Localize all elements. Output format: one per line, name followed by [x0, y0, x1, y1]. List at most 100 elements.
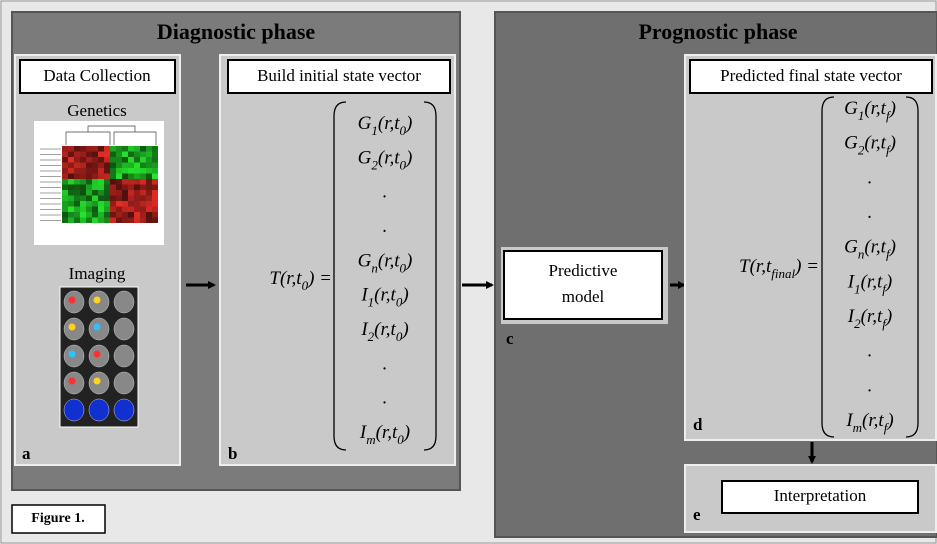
heatmap-cell — [152, 146, 158, 152]
heatmap-cell — [62, 157, 68, 163]
heatmap-cell — [62, 190, 68, 196]
heatmap-cell — [122, 146, 128, 152]
heatmap-cell — [116, 190, 122, 196]
heatmap-cell — [74, 207, 80, 213]
heatmap-cell — [62, 146, 68, 152]
heatmap-cell — [74, 218, 80, 224]
heatmap-cell — [140, 201, 146, 207]
heatmap-cell — [134, 157, 140, 163]
heatmap-cell — [74, 212, 80, 218]
heatmap-cell — [128, 190, 134, 196]
heatmap-cell — [86, 185, 92, 191]
formula: . — [868, 341, 873, 362]
heatmap-cell — [146, 146, 152, 152]
formula-part: G — [358, 251, 372, 272]
heatmap-cell — [62, 179, 68, 185]
heatmap-cell — [122, 207, 128, 213]
scan-spot — [69, 324, 76, 331]
heading: Interpretation — [774, 486, 867, 505]
formula-part: G — [358, 113, 372, 134]
scan-spot — [94, 324, 101, 331]
formula-part: G — [844, 133, 858, 154]
heatmap-cell — [98, 190, 104, 196]
heatmap-cell — [146, 152, 152, 158]
heatmap-cell — [98, 157, 104, 163]
heatmap-cell — [104, 152, 110, 158]
formula-part: (r,t — [378, 251, 400, 272]
formula: . — [868, 376, 873, 397]
heatmap-cell — [146, 196, 152, 202]
heatmap-cell — [92, 190, 98, 196]
formula-part: (r,t — [861, 272, 883, 293]
heatmap-cell — [104, 190, 110, 196]
formula-part: ) — [405, 251, 412, 272]
heatmap-cell — [110, 179, 116, 185]
heatmap-cell — [152, 157, 158, 163]
heatmap-cell — [74, 163, 80, 169]
scan-spot — [94, 378, 101, 385]
heatmap-cell — [62, 168, 68, 174]
heatmap-cell — [146, 207, 152, 213]
heatmap-cell — [68, 152, 74, 158]
heatmap-cell — [122, 163, 128, 169]
heatmap-cell — [92, 218, 98, 224]
heatmap-cell — [152, 179, 158, 185]
heatmap-cell — [110, 163, 116, 169]
heatmap-cell — [110, 157, 116, 163]
heatmap-cell — [122, 196, 128, 202]
heatmap-cell — [92, 179, 98, 185]
formula-part: (r,t — [864, 98, 886, 119]
heatmap-cell — [110, 207, 116, 213]
formula-part: (r,t — [374, 285, 396, 306]
heatmap-cell — [122, 157, 128, 163]
heatmap-cell — [122, 212, 128, 218]
formula-part: T(r,t — [739, 256, 772, 277]
heatmap-cell — [116, 185, 122, 191]
heatmap-cell — [116, 146, 122, 152]
heatmap-cell — [68, 185, 74, 191]
heading: Build initial state vector — [257, 66, 421, 85]
heatmap-cell — [134, 196, 140, 202]
heatmap-cell — [128, 146, 134, 152]
heatmap-cell — [134, 174, 140, 180]
formula-part: T(r,t — [269, 268, 302, 289]
heatmap-cell — [62, 152, 68, 158]
heatmap-cell — [116, 201, 122, 207]
formula-part: ) — [889, 98, 896, 119]
heading: Data Collection — [43, 66, 151, 85]
formula-part: ) — [403, 422, 410, 443]
heatmap-cell — [140, 163, 146, 169]
formula-part: ) = — [794, 256, 819, 277]
formula-part: . — [383, 216, 388, 237]
heatmap-cell — [152, 152, 158, 158]
formula-part: G — [844, 237, 858, 258]
heatmap-cell — [104, 163, 110, 169]
heatmap-cell — [140, 190, 146, 196]
scan-spot — [69, 297, 76, 304]
formula-part: ) — [401, 319, 408, 340]
heatmap-cell — [74, 179, 80, 185]
heatmap-cell — [86, 146, 92, 152]
heatmap-cell — [146, 179, 152, 185]
heatmap-cell — [128, 201, 134, 207]
heatmap-cell — [92, 157, 98, 163]
heatmap-cell — [62, 218, 68, 224]
formula-part: ) = — [307, 268, 332, 289]
heatmap-cell — [134, 179, 140, 185]
formula-part: ) — [889, 237, 896, 258]
heatmap-cell — [86, 152, 92, 158]
formula-part: (r,t — [378, 113, 400, 134]
phase-title: Prognostic phase — [638, 19, 797, 44]
heatmap-cell — [134, 212, 140, 218]
heatmap-cell — [98, 207, 104, 213]
heatmap-cell — [134, 163, 140, 169]
heatmap-cell — [68, 163, 74, 169]
heatmap-cell — [152, 174, 158, 180]
phase-title: Diagnostic phase — [157, 19, 316, 44]
formula-part: G — [844, 98, 858, 119]
formula-part: (r,t — [864, 133, 886, 154]
heatmap-cell — [80, 146, 86, 152]
formula-part: (r,t — [376, 422, 398, 443]
formula-part: ) — [889, 133, 896, 154]
heatmap-cell — [68, 190, 74, 196]
